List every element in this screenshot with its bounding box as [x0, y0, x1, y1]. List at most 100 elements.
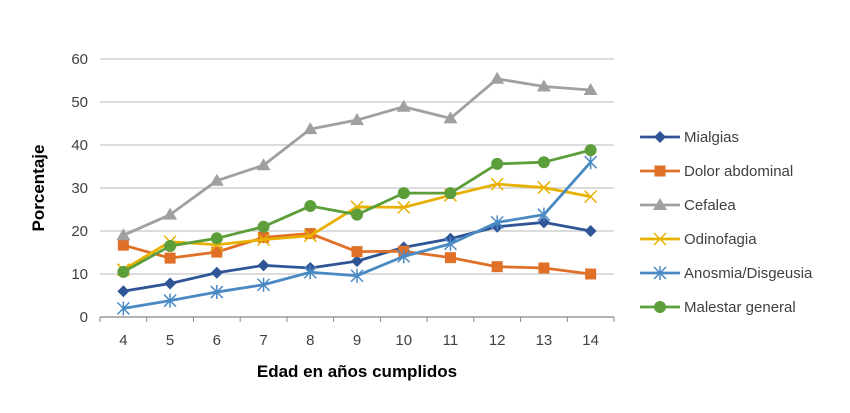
data-point: [584, 225, 597, 237]
y-tick-label: 60: [71, 51, 88, 68]
data-point: [536, 79, 551, 92]
data-point: [164, 252, 176, 264]
data-point: [490, 177, 504, 191]
legend-marker: [653, 266, 667, 280]
data-point: [443, 236, 457, 251]
data-point: [117, 265, 130, 278]
data-point: [116, 301, 130, 316]
data-point: [490, 215, 504, 230]
data-point: [444, 252, 456, 264]
legend-label: Dolor abdominal: [684, 163, 793, 180]
data-point: [350, 113, 364, 126]
data-point: [443, 111, 458, 124]
x-tick-label: 4: [119, 332, 127, 349]
x-tick-label: 7: [259, 332, 267, 349]
data-point: [211, 246, 223, 258]
data-point: [210, 232, 223, 245]
data-point: [351, 208, 363, 221]
y-tick-label: 0: [80, 309, 88, 326]
data-point: [444, 187, 457, 200]
x-tick-label: 6: [213, 332, 221, 349]
y-tick-label: 50: [71, 94, 88, 111]
data-point: [584, 144, 597, 157]
data-point: [583, 82, 598, 95]
data-point: [303, 122, 318, 135]
data-point: [397, 187, 410, 200]
legend-marker: [654, 131, 666, 143]
data-point: [491, 261, 503, 273]
data-point: [537, 181, 551, 195]
series-dolor-abdominal: [117, 228, 597, 280]
data-point: [257, 259, 270, 272]
data-point: [538, 262, 550, 274]
y-tick-label: 20: [71, 223, 88, 240]
legend-marker: [653, 232, 667, 246]
data-point: [303, 265, 317, 280]
y-tick-label: 30: [71, 180, 88, 197]
data-point: [257, 277, 271, 292]
data-point: [164, 277, 177, 290]
legend-label: Cefalea: [684, 197, 736, 214]
data-point: [397, 200, 411, 214]
legend-item: Malestar general: [640, 299, 796, 316]
y-tick-label: 40: [71, 137, 88, 154]
data-point: [351, 255, 363, 268]
y-axis-title: Porcentaje: [29, 145, 48, 232]
legend-marker: [654, 301, 666, 313]
data-point: [304, 200, 317, 213]
data-point: [210, 285, 224, 300]
data-point: [490, 71, 505, 84]
series-anosmia-disgeusia: [116, 155, 598, 316]
x-tick-label: 13: [536, 332, 553, 349]
legend-label: Mialgias: [684, 129, 739, 146]
data-point: [584, 155, 598, 170]
x-tick-label: 8: [306, 332, 314, 349]
data-point: [164, 240, 177, 253]
data-point: [537, 207, 551, 222]
data-point: [116, 228, 131, 241]
data-point: [303, 229, 317, 243]
data-point: [258, 231, 270, 243]
data-point: [117, 239, 129, 251]
series-line: [123, 161, 592, 310]
legend-label: Malestar general: [684, 299, 796, 316]
x-tick-label: 14: [582, 332, 599, 349]
legend-label: Odinofagia: [684, 231, 757, 248]
data-point: [117, 285, 130, 298]
data-point: [256, 158, 271, 171]
x-tick-label: 10: [395, 332, 412, 349]
data-point: [304, 228, 316, 240]
data-point: [584, 190, 598, 204]
x-axis-title: Edad en años cumplidos: [257, 362, 457, 381]
legend-item: Cefalea: [640, 197, 736, 214]
data-point: [351, 246, 363, 258]
legend-item: Dolor abdominal: [640, 163, 793, 180]
x-tick-label: 12: [489, 332, 506, 349]
legend-marker: [654, 165, 666, 177]
y-tick-label: 10: [71, 266, 88, 283]
data-point: [257, 233, 271, 247]
data-point: [350, 268, 364, 283]
legend-label: Anosmia/Disgeusia: [684, 265, 813, 282]
data-point: [397, 249, 411, 264]
data-point: [163, 293, 177, 308]
data-point: [257, 220, 270, 233]
data-point: [163, 207, 178, 220]
data-point: [209, 173, 224, 186]
data-point: [537, 156, 550, 169]
data-point: [396, 99, 411, 112]
data-point: [585, 268, 597, 280]
legend-item: Anosmia/Disgeusia: [640, 265, 813, 282]
data-point: [491, 157, 504, 170]
x-tick-label: 5: [166, 332, 174, 349]
legend-marker: [653, 198, 667, 210]
data-point: [210, 266, 223, 279]
series-malestar-general: [117, 144, 597, 278]
data-point: [537, 216, 550, 229]
x-tick-label: 9: [353, 332, 361, 349]
legend-item: Mialgias: [640, 129, 739, 146]
series-cefalea: [116, 71, 598, 241]
x-tick-label: 11: [443, 332, 459, 349]
legend-item: Odinofagia: [640, 231, 757, 248]
